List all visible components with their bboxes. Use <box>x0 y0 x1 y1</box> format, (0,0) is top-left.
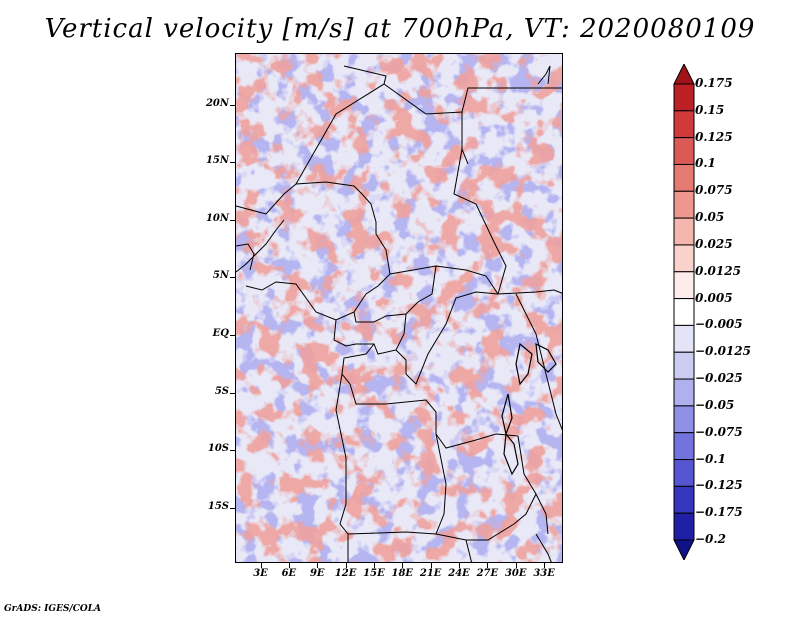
colorbar-swatch <box>673 298 695 326</box>
lake-outlines <box>501 342 557 476</box>
colorbar-level-label: −0.0125 <box>695 344 751 359</box>
colorbar-swatch <box>673 163 695 192</box>
lat-tick-label: 20N <box>205 97 229 109</box>
colorbar-swatch <box>673 351 695 380</box>
colorbar-level-label: 0.15 <box>695 102 725 117</box>
lon-tick-mark <box>373 563 375 568</box>
lon-tick-label: 30E <box>504 568 527 579</box>
colorbar-level-label: −0.1 <box>695 451 726 466</box>
lat-tick-mark <box>230 507 235 509</box>
lon-tick-mark <box>288 563 290 568</box>
lon-tick-mark <box>487 563 489 568</box>
lat-tick-mark <box>230 450 235 452</box>
colorbar-swatch <box>673 378 695 407</box>
grads-credit: GrADS: IGES/COLA <box>4 604 102 614</box>
colorbar-swatch <box>673 512 695 541</box>
colorbar-max-triangle <box>673 64 695 85</box>
lat-tick-label: 5S <box>214 385 229 397</box>
lon-tick-label: 33E <box>533 568 555 579</box>
colorbar-swatch <box>673 459 695 487</box>
lat-tick-label: 10N <box>205 212 229 224</box>
lat-tick-label: 10S <box>207 443 229 455</box>
map-panel <box>235 53 563 563</box>
colorbar-swatch <box>673 271 695 300</box>
lon-tick-mark <box>345 563 347 568</box>
lon-tick-mark <box>430 563 432 568</box>
lon-tick-mark <box>515 563 517 568</box>
colorbar-swatch <box>673 324 695 353</box>
lon-tick-label: 21E <box>419 568 442 579</box>
colorbar-level-label: −0.2 <box>695 532 726 546</box>
colorbar-swatch <box>673 432 695 461</box>
colorbar-swatch <box>673 217 695 246</box>
lon-tick-label: 9E <box>309 568 325 579</box>
lon-tick-mark <box>544 563 546 568</box>
colorbar-swatch <box>673 485 695 514</box>
lat-tick-label: EQ <box>212 328 229 340</box>
colorbar-level-label: −0.075 <box>695 424 743 439</box>
colorbar-level-label: −0.175 <box>695 505 743 520</box>
lon-tick-mark <box>459 563 461 568</box>
lat-tick-mark <box>230 219 235 221</box>
colorbar-level-label: 0.005 <box>695 290 733 305</box>
colorbar-swatch <box>673 190 695 219</box>
lat-tick-label: 5N <box>212 270 229 282</box>
colorbar-level-label: 0.125 <box>695 129 733 144</box>
colorbar-swatch <box>673 110 695 139</box>
colorbar-level-label: −0.125 <box>695 478 743 493</box>
lon-tick-mark <box>260 563 262 568</box>
colorbar-min-triangle <box>673 539 695 560</box>
colorbar-level-label: 0.025 <box>695 236 733 251</box>
colorbar-swatch <box>673 405 695 434</box>
lon-tick-mark <box>402 563 404 568</box>
colorbar-level-label: 0.0125 <box>695 263 741 278</box>
lon-tick-label: 12E <box>334 568 357 579</box>
lon-tick-label: 6E <box>281 568 297 579</box>
colorbar-level-label: 0.075 <box>695 183 733 198</box>
lat-tick-mark <box>230 335 235 337</box>
velocity-field-map <box>236 54 562 562</box>
colorbar-level-label: −0.025 <box>695 371 743 386</box>
lat-tick-mark <box>230 392 235 394</box>
country-borders <box>236 65 562 562</box>
colorbar-level-label: −0.05 <box>695 397 735 412</box>
colorbar-level-label: 0.1 <box>695 156 716 171</box>
lon-tick-label: 3E <box>253 568 268 579</box>
colorbar-level-label: −0.005 <box>695 317 743 332</box>
lon-tick-mark <box>317 563 319 568</box>
lat-tick-mark <box>230 104 235 106</box>
colorbar-level-label: 0.05 <box>695 210 725 225</box>
colorbar-level-label: 0.175 <box>695 76 733 90</box>
lat-tick-label: 15N <box>205 155 229 167</box>
colorbar-swatch <box>673 137 695 165</box>
lon-tick-label: 27E <box>476 568 499 579</box>
lat-tick-mark <box>230 162 235 164</box>
lat-tick-mark <box>230 277 235 279</box>
lon-tick-label: 24E <box>448 568 470 579</box>
colorbar-swatch <box>673 83 695 112</box>
lat-tick-label: 15S <box>207 500 229 512</box>
lon-tick-label: 15E <box>363 568 385 579</box>
map-title: Vertical velocity [m/s] at 700hPa, VT: 2… <box>44 14 756 44</box>
colorbar-swatch <box>673 244 695 273</box>
lon-tick-label: 18E <box>391 568 414 579</box>
colorbar <box>673 64 695 560</box>
